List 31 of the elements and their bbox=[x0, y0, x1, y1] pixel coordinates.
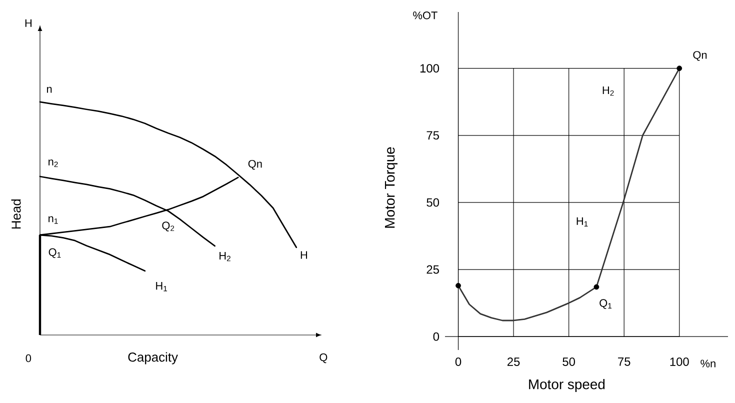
annotation: Qn bbox=[693, 51, 707, 61]
annotation: Q$_{1}$ bbox=[600, 299, 612, 309]
text: %n bbox=[700, 360, 716, 368]
x-tick-label: 0 bbox=[455, 358, 462, 366]
annotation: H bbox=[300, 251, 308, 259]
annotation: H$_{1}$ bbox=[576, 217, 588, 226]
text: %OT bbox=[413, 12, 438, 20]
x-tick-label: 100 bbox=[670, 358, 689, 366]
annotation: n$_{1}$ bbox=[48, 216, 58, 224]
x-axis-title: Motor speed bbox=[529, 378, 605, 392]
annotation: Q$_{2}$ bbox=[162, 222, 174, 232]
annotation: Qn bbox=[248, 160, 262, 170]
y-tick-label: 100 bbox=[420, 64, 440, 73]
y-tick-label: 75 bbox=[426, 131, 439, 140]
y-tick-label: 0 bbox=[433, 332, 440, 341]
annotation: H$_{1}$ bbox=[156, 282, 168, 292]
x-tick-label: 25 bbox=[507, 358, 520, 366]
annotation: H$_{2}$ bbox=[220, 252, 230, 262]
text: H bbox=[25, 19, 32, 27]
annotation: Q$_{1}$ bbox=[48, 248, 61, 258]
x-axis-title: Capacity bbox=[128, 352, 178, 364]
annotation: n$_{2}$ bbox=[48, 159, 58, 168]
y-tick-label: 25 bbox=[426, 265, 439, 274]
y-axis-title: Motor Torque bbox=[384, 147, 398, 228]
y-tick-label: 50 bbox=[426, 198, 440, 207]
y-axis-title: Head bbox=[11, 199, 21, 229]
text: Q bbox=[320, 353, 328, 364]
annotation: H$_{2}$ bbox=[602, 86, 614, 96]
x-tick-label: 75 bbox=[618, 358, 630, 366]
text: n bbox=[46, 86, 52, 93]
x-tick-label: 50 bbox=[562, 358, 576, 366]
